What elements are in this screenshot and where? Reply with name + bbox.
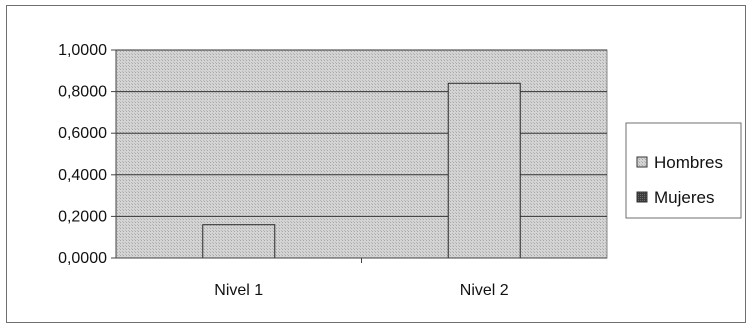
bar-hombres-nivel-2 — [447, 82, 521, 259]
gridlines — [116, 49, 607, 217]
x-axis: Nivel 1 Nivel 2 — [116, 257, 607, 299]
y-tick-label: 0,6000 — [58, 125, 107, 142]
x-tick-label: Nivel 1 — [214, 282, 263, 299]
y-tick-label: 1,0000 — [58, 42, 107, 59]
legend-label-mujeres: Mujeres — [654, 188, 714, 207]
y-tick-label: 0,2000 — [58, 208, 107, 225]
legend-swatch-hombres — [636, 156, 648, 168]
y-tick-label: 0,8000 — [58, 84, 107, 101]
legend-box — [625, 122, 742, 219]
plot-area — [115, 49, 608, 259]
bars — [202, 82, 521, 259]
y-axis: 0,0000 0,2000 0,4000 0,6000 0,8000 1,0000 — [58, 42, 117, 267]
legend-swatch-mujeres — [636, 191, 648, 203]
y-tick-label: 0,0000 — [58, 250, 107, 267]
x-tick-label: Nivel 2 — [460, 282, 509, 299]
y-tick-label: 0,4000 — [58, 167, 107, 184]
legend-label-hombres: Hombres — [654, 153, 723, 172]
bar-hombres-nivel-1 — [202, 224, 276, 259]
legend: Hombres Mujeres — [625, 122, 742, 219]
